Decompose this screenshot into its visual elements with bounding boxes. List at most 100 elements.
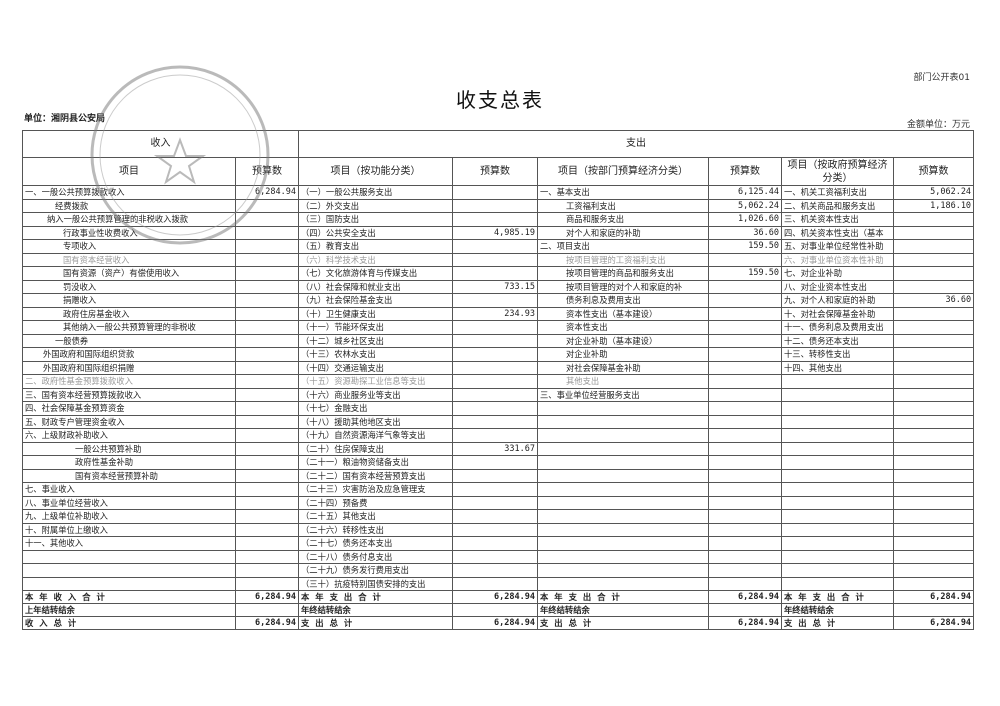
gov-econ-budget [892, 536, 975, 551]
table-row: 一般债券 （十二）城乡社区支出 对企业补助（基本建设） 十二、债务还本支出 [22, 333, 975, 348]
income-budget [235, 563, 299, 578]
gov-econ-item: 十三、转移性支出 [781, 347, 894, 362]
dept-econ-item [537, 455, 709, 470]
functional-item: （二十二）国有资本经营预算支出 [298, 468, 453, 483]
dept-econ-budget [708, 549, 782, 564]
dept-econ-budget [708, 536, 782, 551]
dept-econ-budget [708, 320, 782, 335]
functional-item: （十五）资源勘探工业信息等支出 [298, 374, 453, 389]
gov-econ-item [781, 482, 894, 497]
dept-econ-item [537, 563, 709, 578]
page-title: 收支总表 [456, 88, 544, 112]
dept-econ-budget [708, 509, 782, 524]
income-budget [235, 374, 299, 389]
table-row: 经费拨款 （二）外交支出 工资福利支出 5,062.24 二、机关商品和服务支出 1,18… [22, 198, 975, 213]
dept-econ-item [537, 549, 709, 564]
gov-econ-budget [892, 549, 975, 564]
functional-budget [452, 536, 538, 551]
dept-econ-budget [708, 428, 782, 443]
dept-econ-item: 工资福利支出 [537, 198, 709, 213]
dept-econ-budget [708, 360, 782, 375]
income-item: 七、事业收入 [22, 482, 236, 497]
table-row: 八、事业单位经营收入 （二十四）预备费 [22, 495, 975, 510]
income-budget: 6,284.94 [235, 185, 299, 200]
functional-item: （九）社会保险基金支出 [298, 293, 453, 308]
functional-item: （十二）城乡社区支出 [298, 333, 453, 348]
functional-budget [452, 563, 538, 578]
total-label: 年终结转结余 [298, 603, 453, 617]
functional-budget [452, 495, 538, 510]
gov-econ-item: 四、机关资本性支出（基本 [781, 225, 894, 240]
dept-econ-budget [708, 482, 782, 497]
functional-budget [452, 428, 538, 443]
gov-econ-budget [892, 279, 975, 294]
total-amount [235, 603, 299, 617]
expense-group-header: 支出 [297, 130, 975, 158]
dept-econ-budget [708, 279, 782, 294]
income-item: 政府住房基金收入 [22, 306, 236, 321]
income-item: 九、上级单位补助收入 [22, 509, 236, 524]
table-row: 一、一般公共预算拨款收入 6,284.94 （一）一般公共服务支出 一、基本支出 6,1… [22, 185, 975, 200]
total-label: 年终结转结余 [781, 603, 894, 617]
gov-econ-budget [892, 509, 975, 524]
gov-econ-item [781, 495, 894, 510]
amount-unit: 金额单位：万元 [906, 120, 970, 130]
income-item: 外国政府和国际组织捐赠 [22, 360, 236, 375]
table-row: 外国政府和国际组织捐赠 （十四）交通运输支出 对社会保障基金补助 十四、其他支出 [22, 360, 975, 375]
gov-econ-budget [892, 306, 975, 321]
table-row: 六、上级财政补助收入 （十九）自然资源海洋气象等支出 [22, 428, 975, 443]
income-item: 一般债券 [22, 333, 236, 348]
gov-econ-budget [892, 482, 975, 497]
income-item: 外国政府和国际组织贷款 [22, 347, 236, 362]
table-row: 捐赠收入 （九）社会保险基金支出 债务利息及费用支出 九、对个人和家庭的补助 36.60 [22, 293, 975, 308]
gov-econ-budget [892, 320, 975, 335]
dept-econ-budget [708, 293, 782, 308]
gov-econ-item: 七、对企业补助 [781, 266, 894, 281]
table-row: 国有资本经营预算补助 （二十二）国有资本经营预算支出 [22, 468, 975, 483]
total-amount: 6,284.94 [235, 616, 299, 630]
gov-econ-item [781, 401, 894, 416]
document-code: 部门公开表01 [913, 73, 970, 83]
income-item: 其他纳入一般公共预算管理的非税收 [22, 320, 236, 335]
table-row: 二、政府性基金预算拨款收入 （十五）资源勘探工业信息等支出 其他支出 [22, 374, 975, 389]
gov-econ-budget: 5,062.24 [892, 185, 975, 200]
table-row: 国有资本经营收入 （六）科学技术支出 按项目管理的工资福利支出 六、对事业单位资本性补… [22, 252, 975, 267]
col-header-income-item: 项目 [22, 157, 236, 186]
dept-econ-budget [708, 252, 782, 267]
income-item: 一般公共预算补助 [22, 441, 236, 456]
functional-item: （十六）商业服务业等支出 [298, 387, 453, 402]
gov-econ-budget [892, 360, 975, 375]
column-header-row: 项目 预算数 项目（按功能分类） 预算数 项目（按部门预算经济分类） 预算数 项… [22, 157, 975, 186]
col-header-dept-econ-budget: 预算数 [708, 157, 782, 186]
income-budget [235, 360, 299, 375]
functional-budget: 4,985.19 [452, 225, 538, 240]
functional-budget [452, 333, 538, 348]
total-label: 上年结转结余 [22, 603, 236, 617]
col-header-functional-item: 项目（按功能分类） [298, 157, 453, 186]
gov-econ-item [781, 374, 894, 389]
dept-econ-budget [708, 347, 782, 362]
dept-econ-item: 对社会保障基金补助 [537, 360, 709, 375]
dept-econ-item [537, 522, 709, 537]
gov-econ-budget [892, 563, 975, 578]
functional-budget [452, 374, 538, 389]
total-amount: 6,284.94 [708, 590, 782, 604]
functional-budget [452, 185, 538, 200]
income-group-header: 收入 [22, 130, 299, 158]
dept-econ-budget: 159.50 [708, 239, 782, 254]
gov-econ-item [781, 468, 894, 483]
income-expense-table: 收入 支出 项目 预算数 项目（按功能分类） 预算数 项目（按部门预算经济分类）… [22, 130, 975, 630]
table-row: 三、国有资本经营预算拨款收入 （十六）商业服务业等支出 三、事业单位经营服务支出 [22, 387, 975, 402]
total-amount: 6,284.94 [235, 590, 299, 604]
dept-econ-item: 对企业补助（基本建设） [537, 333, 709, 348]
dept-econ-budget [708, 387, 782, 402]
dept-econ-budget [708, 374, 782, 389]
dept-econ-item [537, 576, 709, 591]
income-budget [235, 333, 299, 348]
dept-econ-budget [708, 441, 782, 456]
total-label: 支出总计 [298, 616, 453, 630]
gov-econ-item: 二、机关商品和服务支出 [781, 198, 894, 213]
table-row: 政府性基金补助 （二十一）粮油物资储备支出 [22, 455, 975, 470]
functional-budget [452, 266, 538, 281]
dept-econ-budget [708, 522, 782, 537]
